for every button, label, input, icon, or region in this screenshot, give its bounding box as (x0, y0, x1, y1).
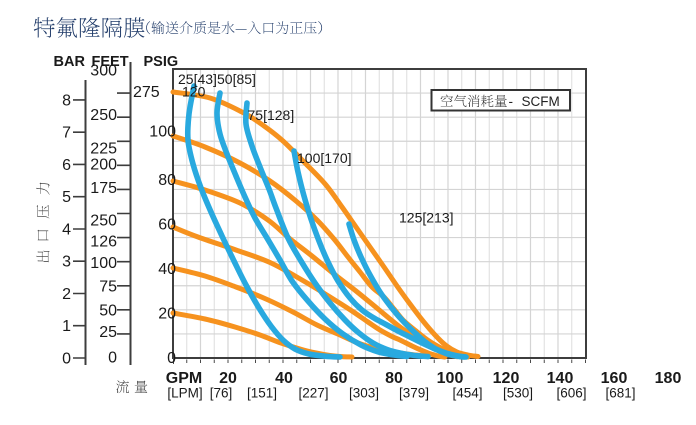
svg-text:[76]: [76] (210, 386, 233, 401)
svg-text:[151]: [151] (247, 386, 277, 401)
svg-text:120: 120 (182, 84, 206, 100)
svg-text:300: 300 (90, 63, 117, 80)
svg-text:20: 20 (219, 370, 237, 387)
svg-text:8: 8 (62, 92, 71, 109)
svg-text:[530]: [530] (503, 386, 533, 401)
svg-text:160: 160 (601, 370, 628, 387)
svg-text:0: 0 (62, 351, 71, 368)
svg-text:75[128]: 75[128] (248, 107, 295, 123)
svg-text:250: 250 (90, 107, 117, 124)
svg-text:[227]: [227] (298, 386, 328, 401)
svg-text:20: 20 (158, 306, 176, 323)
svg-text:-: - (509, 94, 514, 109)
svg-text:7: 7 (62, 125, 71, 142)
svg-text:GPM: GPM (166, 370, 202, 387)
svg-text:175: 175 (90, 180, 117, 197)
svg-text:225: 225 (90, 141, 117, 158)
svg-text:80: 80 (385, 370, 403, 387)
svg-text:60: 60 (330, 370, 348, 387)
svg-text:275: 275 (133, 84, 160, 101)
svg-text:0: 0 (167, 350, 176, 367)
svg-text:FEET: FEET (92, 54, 129, 70)
svg-text:140: 140 (547, 370, 574, 387)
svg-text:5: 5 (62, 189, 71, 206)
svg-text:100: 100 (90, 255, 117, 272)
svg-text:100[170]: 100[170] (297, 150, 352, 166)
svg-text:75: 75 (99, 279, 117, 296)
svg-text:3: 3 (62, 254, 71, 271)
svg-text:50: 50 (99, 302, 117, 319)
svg-text:[303]: [303] (349, 386, 379, 401)
svg-text:4: 4 (62, 221, 71, 238)
svg-text:250: 250 (90, 213, 117, 230)
svg-text:[606]: [606] (556, 386, 586, 401)
svg-text:200: 200 (90, 157, 117, 174)
svg-text:PSIG: PSIG (144, 54, 179, 70)
svg-text:[LPM]: [LPM] (167, 386, 202, 401)
svg-text:BAR: BAR (54, 54, 86, 70)
svg-text:1: 1 (62, 318, 71, 335)
svg-text:[379]: [379] (399, 386, 429, 401)
svg-text:6: 6 (62, 157, 71, 174)
svg-text:[454]: [454] (452, 386, 482, 401)
svg-text:120: 120 (493, 370, 520, 387)
svg-text:100: 100 (437, 370, 464, 387)
svg-text:25[43]: 25[43] (178, 71, 217, 87)
svg-text:125[213]: 125[213] (399, 210, 454, 226)
svg-text:0: 0 (108, 350, 117, 367)
svg-text:25: 25 (99, 324, 117, 341)
svg-text:40: 40 (275, 370, 293, 387)
svg-text:60: 60 (158, 217, 176, 234)
svg-text:SCFM: SCFM (522, 94, 560, 109)
svg-text:40: 40 (158, 261, 176, 278)
svg-text:2: 2 (62, 286, 71, 303)
svg-text:80: 80 (158, 172, 176, 189)
svg-text:180: 180 (655, 370, 682, 387)
svg-text:[681]: [681] (605, 386, 635, 401)
svg-text:50[85]: 50[85] (217, 71, 256, 87)
svg-text:100: 100 (149, 124, 176, 141)
svg-text:126: 126 (90, 234, 117, 251)
